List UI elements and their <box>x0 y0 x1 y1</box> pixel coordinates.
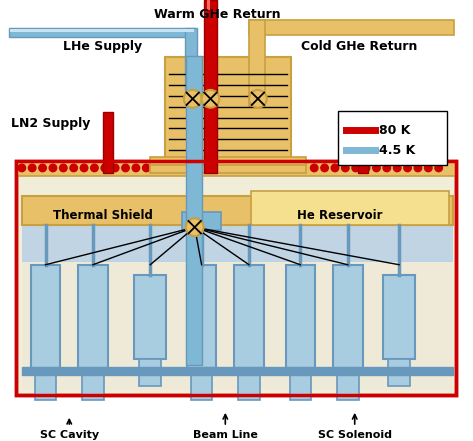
Text: SC Solenoid: SC Solenoid <box>318 415 392 440</box>
Bar <box>234 265 264 368</box>
Text: 4.5 K: 4.5 K <box>379 144 416 157</box>
Bar <box>22 367 454 375</box>
Bar <box>22 196 454 225</box>
Circle shape <box>352 164 359 172</box>
Text: Thermal Shield: Thermal Shield <box>53 209 153 222</box>
Bar <box>191 368 212 400</box>
Bar <box>31 265 61 368</box>
Bar <box>9 28 195 37</box>
Circle shape <box>91 164 98 172</box>
Bar <box>207 0 210 10</box>
Bar <box>35 368 56 400</box>
Circle shape <box>101 164 108 172</box>
Text: 80 K: 80 K <box>379 124 411 137</box>
Bar <box>286 265 315 368</box>
Bar <box>134 275 166 359</box>
Circle shape <box>28 164 36 172</box>
Bar <box>358 112 368 173</box>
Text: Beam Line: Beam Line <box>193 415 258 440</box>
Bar <box>24 227 452 390</box>
Bar <box>165 57 290 165</box>
Text: SC Cavity: SC Cavity <box>40 419 99 440</box>
Circle shape <box>383 164 391 172</box>
Bar <box>103 112 113 173</box>
Bar <box>16 161 456 395</box>
Bar <box>388 359 410 386</box>
Circle shape <box>142 164 150 172</box>
Circle shape <box>373 164 380 172</box>
Circle shape <box>49 164 57 172</box>
Circle shape <box>249 90 267 108</box>
Circle shape <box>60 164 67 172</box>
Circle shape <box>184 90 201 108</box>
Bar <box>251 191 448 225</box>
Circle shape <box>404 164 412 172</box>
Bar <box>203 0 218 173</box>
Bar <box>78 265 108 368</box>
Bar <box>249 20 455 34</box>
Bar <box>182 213 221 230</box>
Bar <box>289 368 311 400</box>
Circle shape <box>342 164 349 172</box>
Bar <box>22 224 454 262</box>
Circle shape <box>122 164 129 172</box>
Circle shape <box>186 218 203 236</box>
Circle shape <box>321 164 328 172</box>
Bar <box>187 265 217 368</box>
Bar <box>383 275 415 359</box>
Bar <box>22 225 454 390</box>
Bar <box>22 222 454 390</box>
Bar <box>337 368 359 400</box>
Circle shape <box>425 164 432 172</box>
Text: LHe Supply: LHe Supply <box>63 40 142 52</box>
Bar <box>186 56 201 366</box>
Bar <box>238 368 260 400</box>
Circle shape <box>18 164 26 172</box>
Circle shape <box>362 164 370 172</box>
Circle shape <box>331 164 339 172</box>
Text: LN2 Supply: LN2 Supply <box>11 116 90 130</box>
Bar <box>10 29 194 32</box>
Circle shape <box>310 164 318 172</box>
Bar <box>185 28 197 99</box>
Bar <box>333 265 363 368</box>
Circle shape <box>394 164 401 172</box>
Bar <box>22 225 454 261</box>
Bar <box>338 111 447 165</box>
Bar <box>150 157 307 165</box>
Bar <box>82 368 104 400</box>
Bar <box>140 359 161 386</box>
Bar <box>16 161 456 176</box>
Bar <box>249 20 265 107</box>
Circle shape <box>414 164 422 172</box>
Bar <box>16 161 456 395</box>
Text: Warm GHe Return: Warm GHe Return <box>154 8 280 21</box>
Circle shape <box>132 164 140 172</box>
Circle shape <box>80 164 88 172</box>
Circle shape <box>39 164 46 172</box>
Circle shape <box>112 164 119 172</box>
Circle shape <box>435 164 442 172</box>
Bar <box>150 163 307 173</box>
Text: Cold GHe Return: Cold GHe Return <box>301 40 418 52</box>
Circle shape <box>70 164 78 172</box>
Circle shape <box>201 90 219 108</box>
Text: He Reservoir: He Reservoir <box>297 209 383 222</box>
